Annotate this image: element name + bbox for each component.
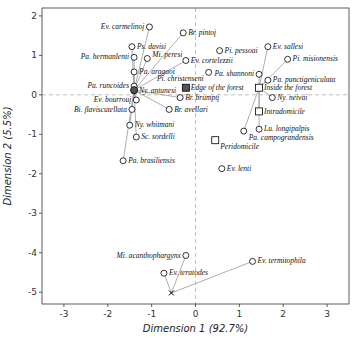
point — [166, 106, 172, 112]
point-label: Intradomicile — [263, 107, 305, 116]
hub-marker — [169, 290, 174, 295]
chart: -3 -2 -1 0 1 2 3 -5 -4 -3 -2 -1 0 1 2 Dimension 1 (92.7… — [0, 0, 357, 340]
point-label: Ev. bourrouį — [93, 95, 131, 104]
point — [161, 270, 167, 276]
point — [129, 44, 135, 50]
y-tick — [39, 94, 42, 95]
x-tick — [63, 304, 64, 307]
x-tick-label: 2 — [280, 309, 286, 319]
x-axis-label: Dimension 1 (92.7%) — [143, 323, 248, 334]
point — [219, 166, 225, 172]
y-tick — [39, 15, 42, 16]
y-tick-label: -1 — [28, 129, 37, 139]
x-tick-label: -3 — [59, 309, 68, 319]
point — [250, 258, 256, 264]
y-tick — [39, 292, 42, 293]
y-tick-label: 1 — [31, 50, 37, 60]
point-label: Pa. brasiliensis — [127, 156, 175, 165]
point-label: Pi. misionensis — [292, 54, 338, 63]
y-tick-label: -2 — [28, 169, 37, 179]
point — [241, 128, 247, 134]
point — [285, 56, 291, 62]
x-tick-label: 1 — [236, 309, 242, 319]
point-label: Ev. teratodes — [168, 268, 208, 277]
x-tick — [151, 304, 152, 307]
point-label: Inside the forest — [263, 83, 313, 92]
x-tick — [195, 304, 196, 307]
point-label: Ev. termitophila — [257, 256, 306, 265]
point-label: Pa. shannoni — [213, 69, 254, 78]
point-label: Ny. neivai — [276, 93, 307, 102]
point-label: Ev. lenti — [226, 164, 251, 173]
plot-area — [42, 8, 349, 304]
point — [256, 126, 262, 132]
point-label: Pi. pessoai — [224, 46, 258, 55]
point — [256, 71, 262, 77]
hub-marker — [131, 87, 138, 94]
point — [146, 24, 152, 30]
x-tick — [107, 304, 108, 307]
y-tick — [39, 213, 42, 214]
point — [133, 134, 139, 140]
point — [183, 252, 189, 258]
point-label: Ev. sallesi — [272, 42, 303, 51]
reference-line — [195, 8, 196, 304]
y-tick-label: -5 — [28, 287, 37, 297]
point — [265, 44, 271, 50]
point-label: Ny. antunesi — [138, 86, 176, 95]
point-label: Peridomicile — [219, 142, 259, 151]
point — [256, 84, 263, 91]
point-label: Ev. cortelezzii — [190, 56, 233, 65]
point-label: Pa. runcoides — [86, 81, 129, 90]
point — [269, 95, 275, 101]
x-tick-label: -2 — [103, 309, 112, 319]
point — [131, 69, 137, 75]
y-tick-label: 2 — [31, 11, 37, 21]
plot-frame — [42, 8, 349, 304]
y-tick-label: -4 — [28, 248, 37, 258]
point-label: Br. brumptį — [185, 93, 219, 102]
y-tick — [39, 173, 42, 174]
point-label: Pa. hermanlenti — [80, 52, 129, 61]
point-labels: Ev. carmelinoįBr. pintoįPs. davisiPa. he… — [74, 22, 338, 277]
point-label: Br. pintoį — [188, 28, 216, 37]
x-tick — [283, 304, 284, 307]
point — [256, 108, 263, 115]
x-tick — [239, 304, 240, 307]
y-tick — [39, 134, 42, 135]
point — [206, 69, 212, 75]
point — [133, 97, 139, 103]
point — [127, 122, 133, 128]
point-label: Mi. peresi — [151, 50, 182, 59]
point-label: Edge of the forest — [190, 83, 245, 92]
x-tick-label: 0 — [193, 309, 199, 319]
y-tick — [39, 252, 42, 253]
y-tick — [39, 55, 42, 56]
point — [182, 84, 189, 91]
point-label: Pa. campograndensis — [248, 133, 314, 142]
point — [177, 95, 183, 101]
y-axis-label: Dimension 2 (5.5%) — [2, 106, 13, 205]
point — [120, 158, 126, 164]
point-label: Bi. flaviscutellata — [74, 105, 127, 114]
x-tick-label: 3 — [324, 309, 330, 319]
point-label: Br. avellari — [174, 105, 208, 114]
point-label: Mi. acanthophargynx — [116, 251, 182, 260]
point-label: Ny. whitmani — [134, 120, 175, 129]
point — [129, 106, 135, 112]
point — [180, 30, 186, 36]
point — [217, 48, 223, 54]
y-tick-label: 0 — [31, 90, 37, 100]
point-label: Sc. sordelli — [141, 132, 174, 141]
point-label: Lu. longipalpis — [263, 124, 310, 133]
point — [144, 56, 150, 62]
point — [131, 54, 137, 60]
x-tick — [327, 304, 328, 307]
point — [183, 57, 189, 63]
y-tick-label: -3 — [28, 208, 37, 218]
x-tick-label: -1 — [147, 309, 156, 319]
ticks: -3 -2 -1 0 1 2 3 -5 -4 -3 -2 -1 0 1 2 — [28, 11, 330, 319]
point-label: Ev. carmelinoį — [100, 22, 145, 31]
point — [212, 137, 219, 144]
